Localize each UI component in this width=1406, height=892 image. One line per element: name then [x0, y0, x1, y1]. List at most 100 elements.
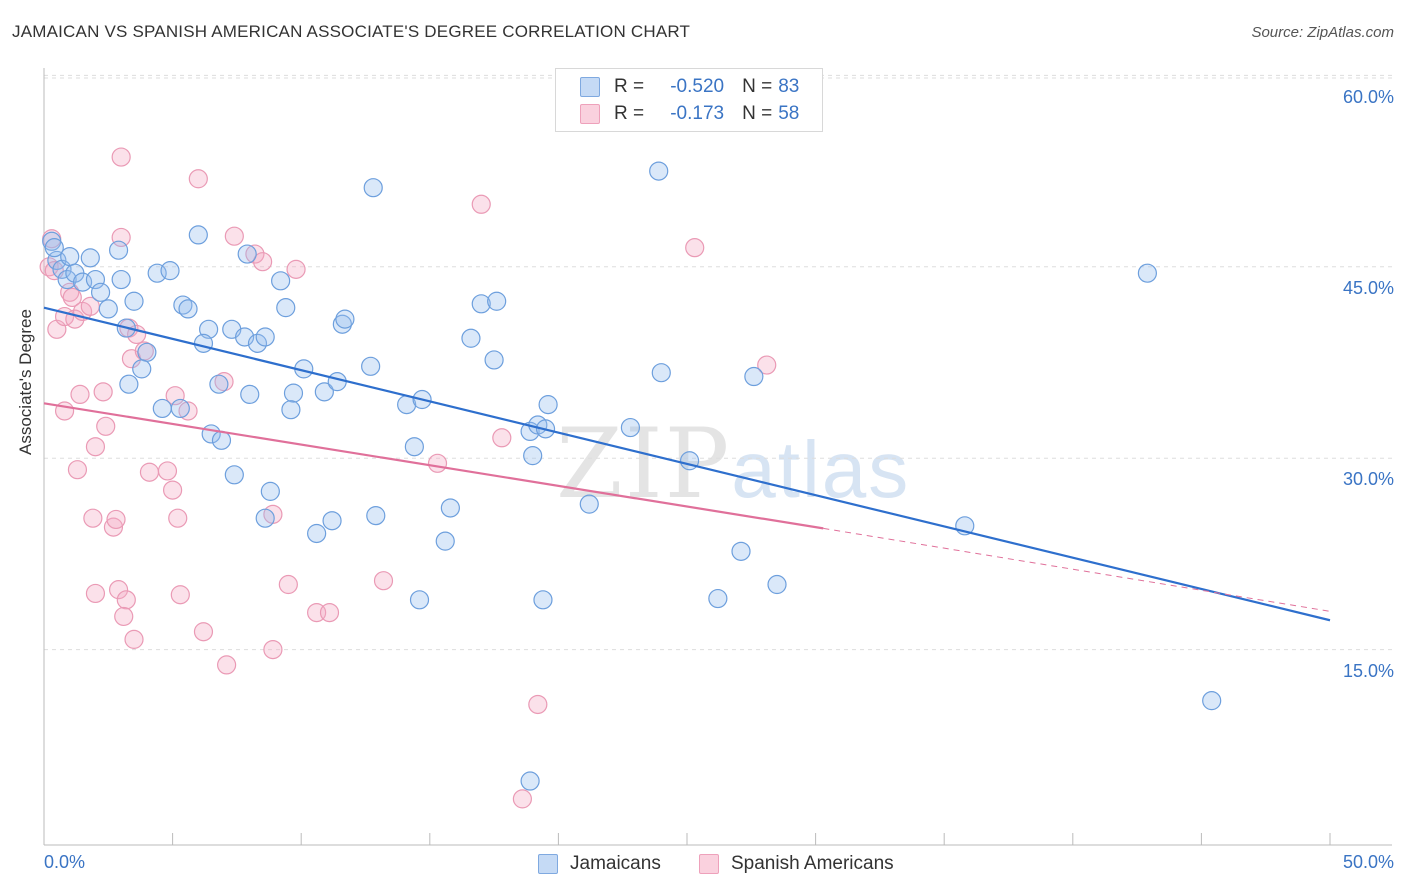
legend-r-label: R = [614, 103, 645, 124]
source-label: Source: ZipAtlas.com [1251, 24, 1394, 41]
spanish-american-point [67, 460, 88, 480]
legend-row-jamaicans: R = -0.520 N = 83 [580, 75, 799, 99]
spanish-american-point [165, 386, 185, 406]
axes [43, 68, 1392, 846]
spanish-trend-extension [823, 527, 1331, 612]
jamaican-point [1137, 263, 1157, 283]
jamaican-point [160, 261, 180, 281]
jamaican-point [276, 298, 296, 318]
spanish-american-point [214, 372, 234, 392]
spanish-american-point [168, 508, 188, 528]
jamaican-point [281, 400, 301, 420]
legend-swatch-jamaicans [580, 77, 600, 97]
jamaican-trend-line [43, 306, 1331, 622]
jamaican-point [60, 246, 80, 267]
jamaican-point [523, 446, 543, 466]
spanish-american-point [471, 194, 491, 214]
spanish-american-point [106, 509, 126, 530]
jamaican-point [335, 309, 355, 329]
jamaican-point [363, 178, 383, 198]
bottom-legend-label-jamaicans: Jamaicans [570, 853, 661, 874]
bottom-legend-jamaicans: Jamaicans [538, 852, 661, 876]
legend-n-value: 58 [778, 103, 800, 124]
y-axis-label: Associate's Degree [16, 309, 35, 455]
spanish-american-point [163, 480, 183, 500]
trend-lines [43, 306, 1331, 622]
spanish-american-point [85, 437, 106, 457]
jamaican-point [132, 359, 152, 379]
jamaican-point [108, 240, 129, 260]
jamaican-point [173, 295, 193, 315]
spanish-american-point [139, 462, 160, 482]
legend-r-value: -0.173 [670, 103, 725, 124]
jamaican-point [193, 333, 214, 353]
spanish-american-point [217, 655, 237, 675]
spanish-american-point [263, 639, 283, 660]
spanish-american-point [157, 461, 178, 481]
jamaican-point [361, 356, 381, 376]
watermark-zip: ZIP [556, 408, 732, 520]
spanish-american-point [70, 384, 90, 404]
jamaican-point [44, 238, 64, 258]
y-tick-label: 15.0% [1342, 661, 1394, 681]
spanish-american-point [93, 382, 113, 402]
bottom-legend-swatch-spanish [699, 854, 719, 874]
spanish-american-point [757, 355, 777, 375]
jamaican-point [731, 541, 751, 561]
jamaican-point [579, 494, 599, 514]
legend-swatch-spanish [580, 104, 600, 124]
jamaican-point [708, 588, 728, 609]
jamaican-point [209, 374, 229, 394]
jamaican-point [178, 299, 198, 319]
spanish-american-point [96, 416, 116, 436]
jamaican-point [520, 771, 540, 791]
jamaican-point [119, 374, 139, 394]
jamaican-point [1202, 691, 1222, 711]
spanish-american-point [528, 694, 548, 715]
jamaican-point [404, 437, 424, 457]
spanish-american-point [116, 590, 136, 610]
jamaican-point [471, 294, 491, 314]
bottom-legend-spanish: Spanish Americans [699, 852, 894, 876]
jamaican-point [283, 383, 304, 403]
jamaican-point [85, 269, 106, 290]
watermark: ZIPatlas [556, 408, 910, 520]
jamaican-point [80, 248, 100, 268]
jamaican-point [111, 269, 131, 290]
jamaican-point [484, 350, 504, 370]
spanish-american-point [224, 226, 244, 246]
jamaican-point [533, 590, 553, 610]
jamaican-point [224, 465, 244, 485]
legend-row-spanish: R = -0.173 N = 58 [580, 102, 799, 126]
spanish-american-point [373, 571, 394, 591]
jamaican-point [767, 574, 787, 595]
watermark-atlas: atlas [731, 425, 911, 514]
spanish-american-points [39, 147, 777, 809]
spanish-american-point [286, 259, 306, 279]
spanish-american-point [62, 287, 82, 308]
jamaican-points [42, 161, 1222, 791]
jamaican-point [314, 382, 334, 402]
y-tick-label: 60.0% [1342, 87, 1394, 107]
y-tick-label: 45.0% [1342, 278, 1394, 298]
jamaican-point [487, 291, 507, 311]
jamaican-point [188, 225, 208, 245]
jamaican-point [332, 314, 352, 334]
legend-n-value: 83 [778, 76, 800, 97]
x-tick-label-min: 0.0% [44, 852, 86, 872]
spanish-american-point [85, 583, 106, 604]
jamaican-point [461, 328, 481, 348]
spanish-american-point [108, 580, 129, 600]
spanish-american-point [111, 147, 131, 167]
legend-r-value: -0.520 [670, 76, 725, 97]
spanish-american-point [492, 428, 512, 448]
jamaican-point [260, 481, 280, 501]
jamaican-point [137, 342, 157, 362]
jamaican-point [322, 511, 342, 531]
spanish-american-point [245, 244, 265, 264]
y-tick-label: 30.0% [1342, 469, 1394, 489]
jamaican-point [247, 333, 268, 353]
bottom-legend-label-spanish: Spanish Americans [731, 853, 894, 874]
chart-title: JAMAICAN VS SPANISH AMERICAN ASSOCIATE'S… [12, 22, 691, 41]
